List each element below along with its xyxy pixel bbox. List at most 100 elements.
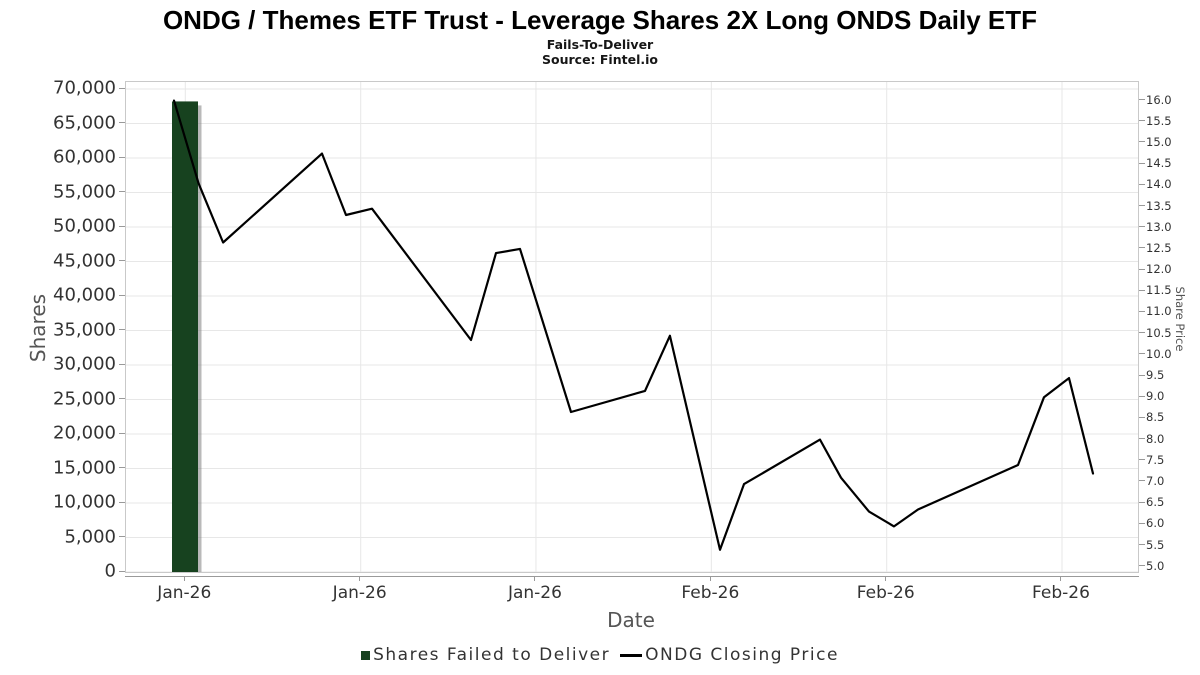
y-right-tick-mark bbox=[1139, 289, 1145, 291]
y-left-tick-label: 30,000 bbox=[53, 353, 116, 375]
x-axis-tick-mark bbox=[183, 576, 185, 581]
y-axis-title-share-price: Share Price bbox=[1173, 286, 1187, 352]
line-series-marker-icon bbox=[620, 653, 643, 657]
y-left-tick-label: 10,000 bbox=[53, 491, 116, 513]
x-axis-tick-label: Jan-26 bbox=[157, 583, 212, 603]
closing-price-line bbox=[172, 99, 1095, 551]
y-left-tick-mark bbox=[119, 363, 125, 365]
y-right-tick-mark bbox=[1139, 459, 1145, 461]
y-right-tick-label: 12.0 bbox=[1146, 262, 1172, 277]
y-left-tick-mark bbox=[119, 536, 125, 537]
chart-subtitle: Fails-To-Deliver bbox=[546, 37, 654, 52]
x-axis-tick-label: Feb-26 bbox=[681, 583, 740, 603]
y-left-tick-label: 25,000 bbox=[53, 388, 116, 409]
ftd-bar bbox=[171, 101, 199, 572]
y-left-tick-label: 40,000 bbox=[53, 284, 116, 306]
y-right-tick-mark bbox=[1139, 247, 1145, 249]
y-left-tick-label: 65,000 bbox=[53, 112, 116, 133]
y-left-tick-mark bbox=[119, 501, 125, 503]
x-axis-tick-label: Feb-26 bbox=[1032, 583, 1090, 603]
x-axis-tick-label: Feb-26 bbox=[856, 583, 915, 603]
x-axis-tick-label: Jan-26 bbox=[332, 583, 387, 603]
y-right-tick-label: 8.5 bbox=[1146, 410, 1165, 425]
y-right-tick-mark bbox=[1139, 522, 1145, 524]
y-right-tick-label: 15.0 bbox=[1146, 134, 1172, 149]
chart-canvas bbox=[126, 82, 1138, 572]
y-right-tick-mark bbox=[1139, 501, 1145, 503]
y-left-tick-mark bbox=[119, 294, 125, 296]
y-right-tick-mark bbox=[1139, 268, 1145, 270]
y-right-tick-mark bbox=[1139, 120, 1145, 122]
y-right-tick-mark bbox=[1139, 141, 1145, 143]
y-left-tick-mark bbox=[119, 260, 125, 261]
y-left-tick-label: 5,000 bbox=[64, 526, 116, 547]
y-left-tick-mark bbox=[119, 467, 125, 468]
y-right-tick-label: 13.5 bbox=[1146, 198, 1172, 213]
legend-item-ondg-closing-price[interactable]: ONDG Closing Price bbox=[620, 645, 839, 665]
y-left-tick-label: 50,000 bbox=[53, 215, 116, 237]
y-left-tick-mark bbox=[119, 398, 125, 399]
y-right-tick-mark bbox=[1139, 310, 1145, 312]
y-right-tick-label: 9.0 bbox=[1146, 389, 1165, 404]
x-axis-line bbox=[125, 576, 1139, 577]
y-right-tick-mark bbox=[1139, 226, 1145, 228]
legend-item-shares-failed-to-deliver[interactable]: Shares Failed to Deliver bbox=[361, 645, 610, 665]
x-axis-tick-mark bbox=[359, 576, 361, 581]
legend-label: ONDG Closing Price bbox=[645, 645, 839, 665]
y-right-tick-label: 15.5 bbox=[1146, 113, 1172, 128]
y-left-tick-label: 70,000 bbox=[53, 77, 116, 99]
y-right-tick-label: 7.0 bbox=[1146, 473, 1165, 488]
y-right-tick-label: 9.5 bbox=[1146, 368, 1165, 383]
y-left-tick-mark bbox=[119, 191, 125, 192]
y-left-tick-label: 45,000 bbox=[53, 250, 116, 271]
y-right-tick-label: 13.0 bbox=[1146, 219, 1172, 234]
y-right-tick-mark bbox=[1139, 480, 1145, 482]
y-left-tick-mark bbox=[119, 432, 125, 434]
y-right-tick-mark bbox=[1139, 332, 1145, 334]
bar-series-marker-icon bbox=[361, 650, 371, 660]
x-axis-tick-mark bbox=[885, 576, 887, 581]
y-right-tick-label: 10.0 bbox=[1146, 346, 1172, 361]
x-axis-title-date: Date bbox=[607, 608, 655, 632]
y-right-tick-mark bbox=[1139, 565, 1145, 567]
y-left-tick-mark bbox=[119, 225, 125, 227]
y-right-tick-mark bbox=[1139, 353, 1145, 355]
y-left-tick-label: 55,000 bbox=[53, 181, 116, 202]
y-left-tick-label: 15,000 bbox=[53, 457, 116, 478]
x-axis-tick-mark bbox=[1060, 576, 1062, 581]
y-right-tick-label: 14.5 bbox=[1146, 156, 1172, 171]
y-right-tick-mark bbox=[1139, 99, 1145, 101]
y-right-tick-label: 8.0 bbox=[1146, 431, 1165, 446]
y-right-tick-label: 16.0 bbox=[1146, 92, 1172, 107]
y-right-tick-label: 6.0 bbox=[1146, 516, 1165, 531]
x-axis-tick-label: Jan-26 bbox=[507, 583, 562, 603]
y-left-tick-mark bbox=[119, 122, 125, 123]
y-right-tick-label: 6.5 bbox=[1146, 495, 1165, 510]
y-right-tick-mark bbox=[1139, 205, 1145, 207]
y-right-tick-mark bbox=[1139, 374, 1145, 376]
y-right-tick-mark bbox=[1139, 438, 1145, 440]
y-right-tick-label: 7.5 bbox=[1146, 452, 1165, 467]
y-right-tick-mark bbox=[1139, 544, 1145, 545]
y-left-tick-label: 35,000 bbox=[53, 319, 116, 340]
y-left-tick-label: 60,000 bbox=[53, 146, 116, 168]
chart-source-credit: Source: Fintel.io bbox=[542, 52, 658, 67]
y-left-tick-mark bbox=[119, 87, 125, 89]
y-left-tick-label: 0 bbox=[104, 560, 116, 582]
y-right-tick-label: 5.5 bbox=[1146, 537, 1165, 552]
y-left-tick-mark bbox=[119, 156, 125, 158]
plot-area bbox=[125, 81, 1139, 573]
y-right-tick-mark bbox=[1139, 183, 1145, 185]
y-right-tick-mark bbox=[1139, 416, 1145, 418]
x-axis-tick-mark bbox=[709, 576, 711, 581]
legend-label: Shares Failed to Deliver bbox=[373, 645, 611, 665]
chart-title: ONDG / Themes ETF Trust - Leverage Share… bbox=[162, 5, 1038, 35]
legend: Shares Failed to Deliver ONDG Closing Pr… bbox=[0, 645, 1200, 665]
y-left-tick-mark bbox=[119, 329, 125, 330]
y-left-tick-label: 20,000 bbox=[53, 422, 116, 444]
y-right-tick-label: 10.5 bbox=[1146, 325, 1172, 340]
y-right-tick-label: 12.5 bbox=[1146, 240, 1172, 255]
x-axis-tick-mark bbox=[534, 576, 536, 581]
y-right-tick-label: 14.0 bbox=[1146, 177, 1172, 192]
y-left-tick-mark bbox=[119, 570, 125, 572]
